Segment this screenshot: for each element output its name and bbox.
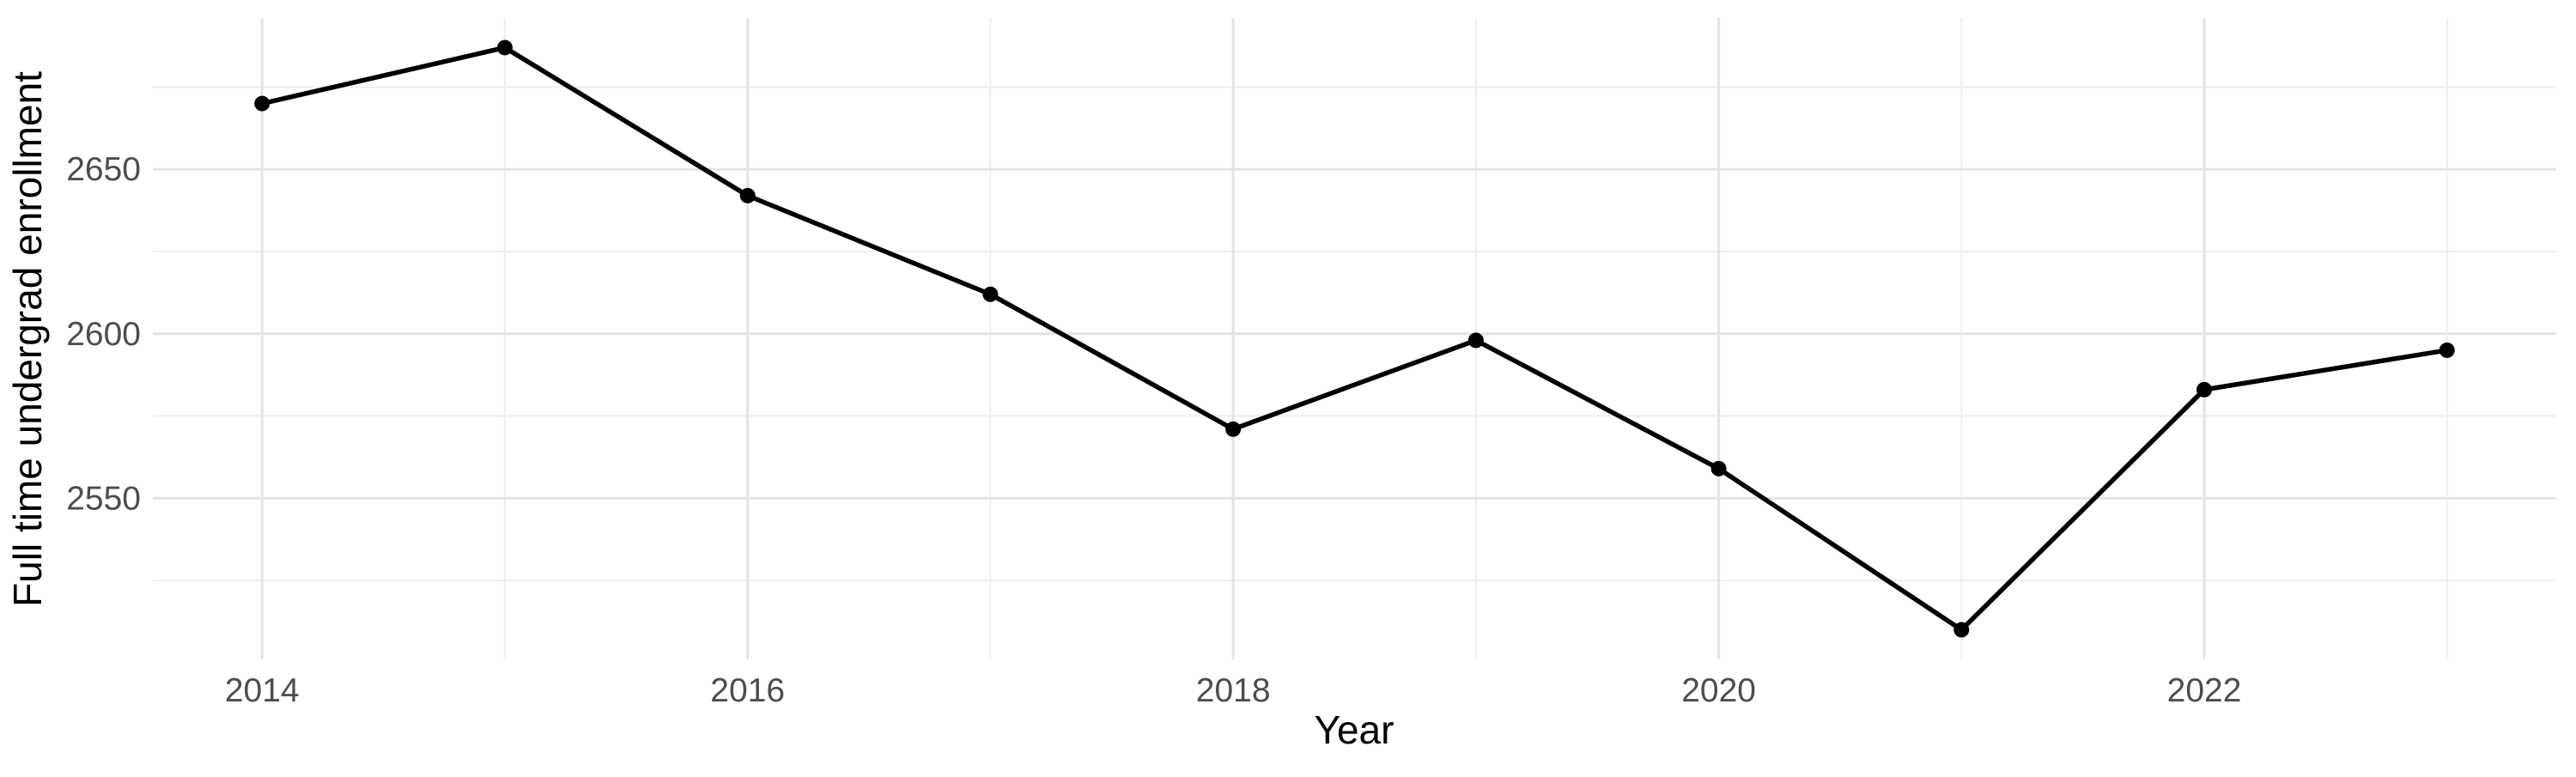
y-tick-label: 2550 xyxy=(66,480,141,517)
data-point xyxy=(254,95,270,112)
data-point xyxy=(982,286,999,302)
data-point xyxy=(1710,460,1727,477)
x-tick-label: 2018 xyxy=(1196,672,1271,709)
data-point xyxy=(2439,342,2455,358)
data-point xyxy=(2196,381,2213,398)
x-tick-label: 2020 xyxy=(1681,672,1756,709)
data-point xyxy=(1225,421,1242,437)
data-point xyxy=(739,187,756,203)
tick-labels: 2550 2600 2650 2014 2016 2018 2020 2022 xyxy=(66,151,2241,709)
data-series xyxy=(254,39,2455,638)
minor-gridlines xyxy=(153,18,2556,659)
data-point xyxy=(1953,622,1970,638)
major-gridlines xyxy=(153,18,2556,659)
x-tick-label: 2014 xyxy=(225,672,300,709)
data-point xyxy=(496,39,513,56)
y-axis-title: Full time undergrad enrollment xyxy=(5,71,50,607)
data-point xyxy=(1467,332,1484,349)
x-tick-label: 2016 xyxy=(710,672,785,709)
y-tick-label: 2600 xyxy=(66,316,141,353)
series-line xyxy=(261,45,2448,633)
x-axis-title: Year xyxy=(1315,707,1394,752)
x-tick-label: 2022 xyxy=(2167,672,2242,709)
y-tick-label: 2650 xyxy=(66,151,141,188)
